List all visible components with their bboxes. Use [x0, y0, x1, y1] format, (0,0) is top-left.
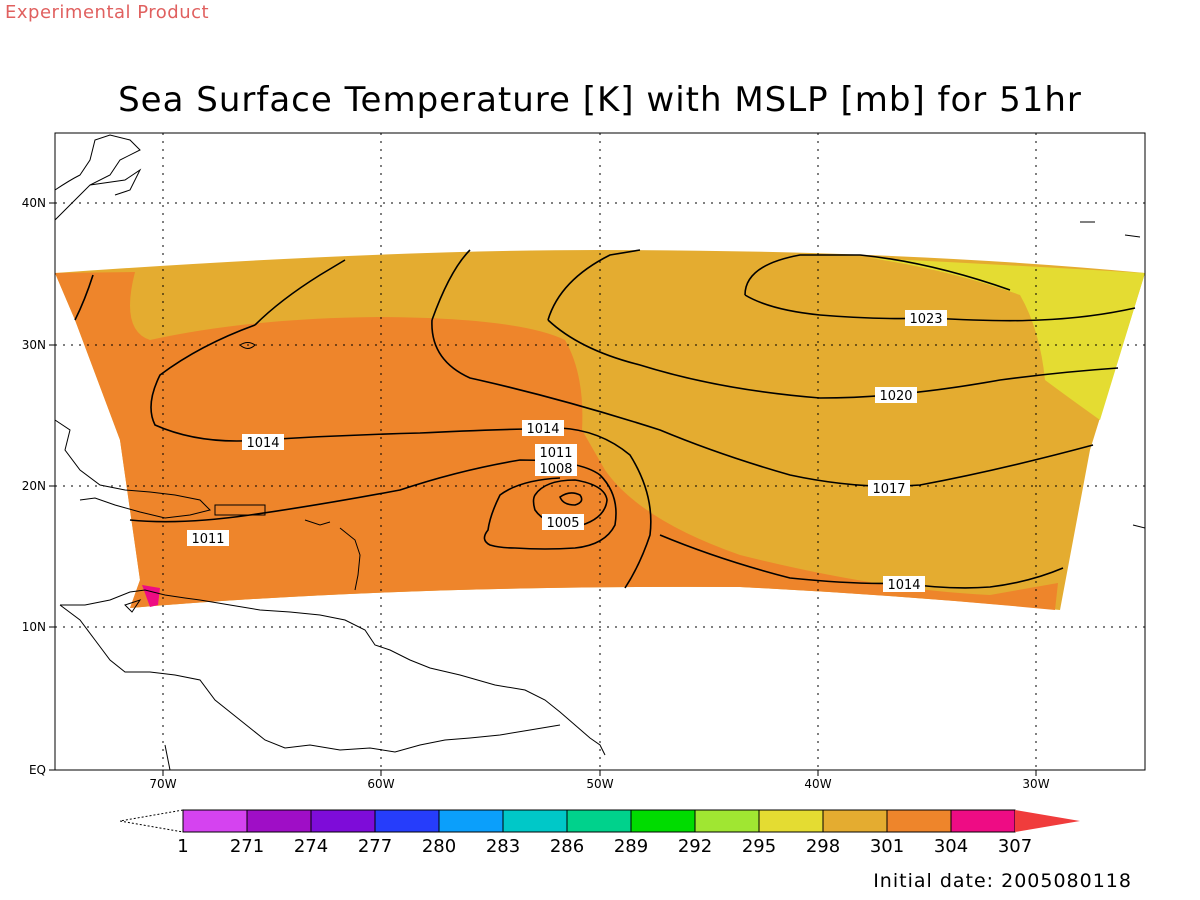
contour-label: 1014	[526, 422, 559, 437]
initial-date: Initial date: 2005080118	[873, 870, 1132, 892]
colorbar-label: 298	[806, 836, 840, 857]
colorbar-label: 307	[998, 836, 1032, 857]
mslp-contours	[74, 249, 1136, 589]
contour-label: 1011	[191, 532, 224, 547]
contour-label: 1020	[879, 389, 912, 404]
lat-label: 40N	[22, 196, 46, 210]
contour-label: 1023	[909, 312, 942, 327]
colorbar-swatch	[438, 809, 504, 833]
colorbar: 1 271 274 277 280 283 286 289 292 295 298 301 304 307	[119, 809, 1080, 857]
lon-label: 60W	[367, 777, 394, 791]
colorbar-swatch	[950, 809, 1016, 833]
lat-label: 20N	[22, 479, 46, 493]
colorbar-label: 274	[294, 836, 328, 857]
sst-304-region	[55, 272, 1058, 610]
colorbar-label: 295	[742, 836, 776, 857]
lat-label: 10N	[22, 620, 46, 634]
lat-axis-labels: 40N 30N 20N 10N EQ	[22, 196, 46, 777]
colorbar-swatch	[886, 809, 952, 833]
colorbar-swatch	[374, 809, 440, 833]
lat-label: 30N	[22, 338, 46, 352]
contour-label: 1017	[872, 482, 905, 497]
contour-label: 1014	[246, 436, 279, 451]
colorbar-label: 304	[934, 836, 968, 857]
colorbar-under-arrow	[119, 809, 184, 833]
experimental-product-label: Experimental Product	[5, 2, 210, 23]
colorbar-over-arrow	[1015, 810, 1080, 832]
colorbar-label: 1	[177, 836, 188, 857]
colorbar-swatch	[822, 809, 888, 833]
gridlines	[55, 133, 1145, 770]
colorbar-label: 289	[614, 836, 648, 857]
colorbar-swatch	[694, 809, 760, 833]
colorbar-swatch	[758, 809, 824, 833]
colorbar-swatch	[630, 809, 696, 833]
colorbar-swatch	[310, 809, 376, 833]
sst-298-region	[870, 258, 1145, 420]
lon-label: 50W	[586, 777, 613, 791]
lon-axis-labels: 70W 60W 50W 40W 30W	[149, 777, 1049, 791]
contour-label: 1005	[546, 516, 579, 531]
contour-label: 1008	[539, 462, 572, 477]
lon-label: 70W	[149, 777, 176, 791]
colorbar-label: 283	[486, 836, 520, 857]
lon-label: 30W	[1022, 777, 1049, 791]
colorbar-label: 280	[422, 836, 456, 857]
contour-label: 1011	[539, 446, 572, 461]
lon-label: 40W	[804, 777, 831, 791]
contour-labels: 1023 1020 1017 1014 1014 1014 1011 1011 …	[187, 310, 947, 593]
colorbar-swatch	[566, 809, 632, 833]
colorbar-label: 277	[358, 836, 392, 857]
tick-marks	[49, 202, 1037, 776]
colorbar-label: 292	[678, 836, 712, 857]
colorbar-label: 271	[230, 836, 264, 857]
colorbar-label: 286	[550, 836, 584, 857]
lat-label: EQ	[29, 763, 46, 777]
colorbar-swatch	[182, 809, 248, 833]
colorbar-swatch	[246, 809, 312, 833]
colorbar-swatch	[502, 809, 568, 833]
colorbar-label: 301	[870, 836, 904, 857]
coastlines	[54, 134, 1146, 771]
contour-label: 1014	[887, 578, 920, 593]
map-title: Sea Surface Temperature [K] with MSLP [m…	[118, 80, 1082, 120]
